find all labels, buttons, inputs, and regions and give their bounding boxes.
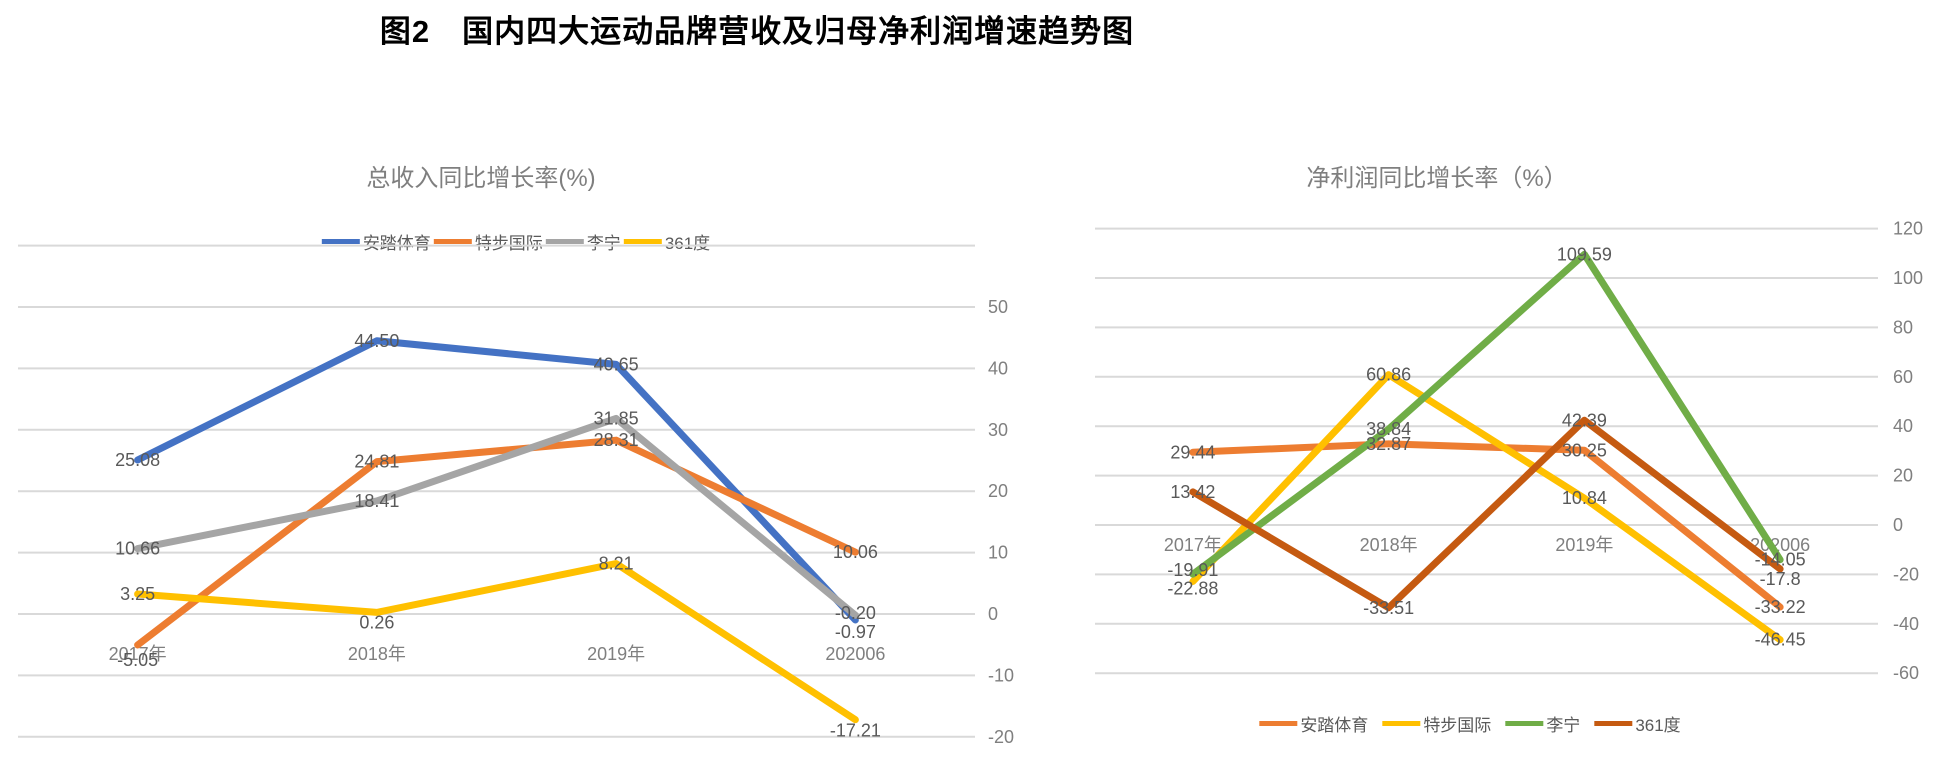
- x-axis-category-label: 2017年: [109, 644, 167, 664]
- legend-label: 特步国际: [1423, 716, 1492, 735]
- y-axis-tick-label: 100: [1893, 268, 1923, 288]
- data-label: 8.21: [599, 554, 634, 574]
- data-label: 109.59: [1557, 244, 1612, 264]
- series-line-李宁: [134, 414, 859, 619]
- legend-label: 361度: [664, 234, 711, 253]
- revenue-chart-legend: 安踏体育 特步国际 李宁 361度: [321, 229, 711, 254]
- data-label: 40.65: [594, 354, 639, 374]
- data-label: 60.86: [1366, 365, 1411, 385]
- data-label: 28.31: [594, 430, 639, 450]
- data-label: -19.91: [1167, 560, 1218, 580]
- legend-label: 安踏体育: [1300, 716, 1369, 735]
- y-axis-tick-label: 120: [1893, 219, 1923, 239]
- data-label: 31.85: [594, 408, 639, 428]
- x-axis-category-label: 2018年: [1360, 535, 1418, 555]
- legend-line-swatch: [1382, 721, 1421, 726]
- series-line-特步国际: [1189, 371, 1784, 644]
- y-axis-tick-label: -20: [1893, 564, 1919, 584]
- series-line-361度: [1189, 416, 1784, 612]
- y-axis-tick-label: 40: [988, 358, 1008, 378]
- series-line-安踏体育: [1189, 440, 1784, 611]
- revenue-chart-title: 总收入同比增长率(%): [366, 165, 596, 192]
- legend-line-swatch: [1594, 721, 1633, 726]
- legend-line-swatch: [1505, 721, 1544, 726]
- data-label: -5.05: [117, 650, 158, 670]
- data-label: 25.08: [115, 450, 160, 470]
- net-profit-chart-legend: 安踏体育 特步国际 李宁 361度: [1259, 711, 1681, 736]
- y-axis-tick-label: 0: [988, 604, 998, 624]
- data-label: -33.51: [1363, 598, 1414, 618]
- y-axis-tick-label: 20: [988, 481, 1008, 501]
- data-label: 32.87: [1366, 434, 1411, 454]
- data-label: -0.20: [835, 603, 876, 623]
- legend-item-特步国际: 特步国际: [433, 229, 543, 254]
- legend-label: 安踏体育: [362, 234, 431, 253]
- series-line-安踏体育: [134, 337, 859, 624]
- data-label: 10.06: [833, 542, 878, 562]
- data-label: 29.44: [1170, 442, 1215, 462]
- data-label: 24.81: [354, 452, 399, 472]
- figure-title: 图2 国内四大运动品牌营收及归母净利润增速趋势图: [379, 14, 1135, 49]
- y-axis-tick-label: 60: [1893, 367, 1913, 387]
- data-label: -14.05: [1755, 550, 1806, 570]
- y-axis-tick-label: 50: [988, 297, 1008, 317]
- data-label: -33.22: [1755, 597, 1806, 617]
- series-line-特步国际: [134, 436, 859, 649]
- legend-line-swatch: [545, 239, 584, 244]
- legend-line-swatch: [321, 239, 360, 244]
- legend-line-swatch: [623, 239, 662, 244]
- legend-label: 李宁: [1546, 716, 1581, 735]
- series-line-361度: [134, 560, 859, 724]
- x-axis-category-label: 2019年: [1555, 535, 1613, 555]
- x-axis-category-label: 202006: [825, 644, 885, 664]
- legend-item-李宁: 李宁: [545, 229, 621, 254]
- data-label: 10.66: [115, 539, 160, 559]
- data-label: -17.8: [1760, 569, 1801, 589]
- data-label: 18.41: [354, 491, 399, 511]
- legend-label: 李宁: [586, 234, 621, 253]
- y-axis-tick-label: -10: [988, 665, 1014, 685]
- legend-line-swatch: [433, 239, 472, 244]
- x-axis-category-label: 2017年: [1164, 535, 1222, 555]
- data-label: 13.42: [1170, 482, 1215, 502]
- y-axis-tick-label: -20: [988, 727, 1014, 747]
- legend-item-特步国际: 特步国际: [1382, 711, 1491, 736]
- y-axis-tick-label: 10: [988, 543, 1008, 563]
- data-label: 0.26: [359, 612, 394, 632]
- x-axis-category-label: 2019年: [587, 644, 645, 664]
- data-label: -22.88: [1167, 579, 1218, 599]
- y-axis-tick-label: 40: [1893, 416, 1913, 436]
- y-axis-tick-label: 30: [988, 420, 1008, 440]
- series-line-李宁: [1189, 250, 1784, 578]
- y-axis-tick-label: 0: [1893, 515, 1903, 535]
- legend-item-李宁: 李宁: [1505, 711, 1580, 736]
- data-label: -0.97: [835, 622, 876, 642]
- data-label: 10.84: [1562, 488, 1607, 508]
- data-label: 3.25: [120, 584, 155, 604]
- x-axis-category-label: 2018年: [348, 644, 406, 664]
- legend-label: 特步国际: [474, 234, 543, 253]
- legend-item-安踏体育: 安踏体育: [321, 229, 431, 254]
- data-label: 30.25: [1562, 440, 1607, 460]
- y-axis-tick-label: -60: [1893, 663, 1919, 683]
- legend-item-361度: 361度: [623, 229, 711, 254]
- data-label: 42.39: [1562, 410, 1607, 430]
- y-axis-tick-label: 80: [1893, 317, 1913, 337]
- data-label: 44.50: [354, 331, 399, 351]
- data-label: -46.45: [1755, 630, 1806, 650]
- data-label: -17.21: [830, 721, 881, 741]
- legend-line-swatch: [1259, 721, 1298, 726]
- y-axis-tick-label: 20: [1893, 466, 1913, 486]
- legend-item-安踏体育: 安踏体育: [1259, 711, 1368, 736]
- data-label: 38.84: [1366, 419, 1411, 439]
- legend-label: 361度: [1635, 716, 1681, 735]
- legend-item-361度: 361度: [1594, 711, 1681, 736]
- net-profit-chart-title: 净利润同比增长率（%）: [1306, 165, 1568, 192]
- y-axis-tick-label: -40: [1893, 614, 1919, 634]
